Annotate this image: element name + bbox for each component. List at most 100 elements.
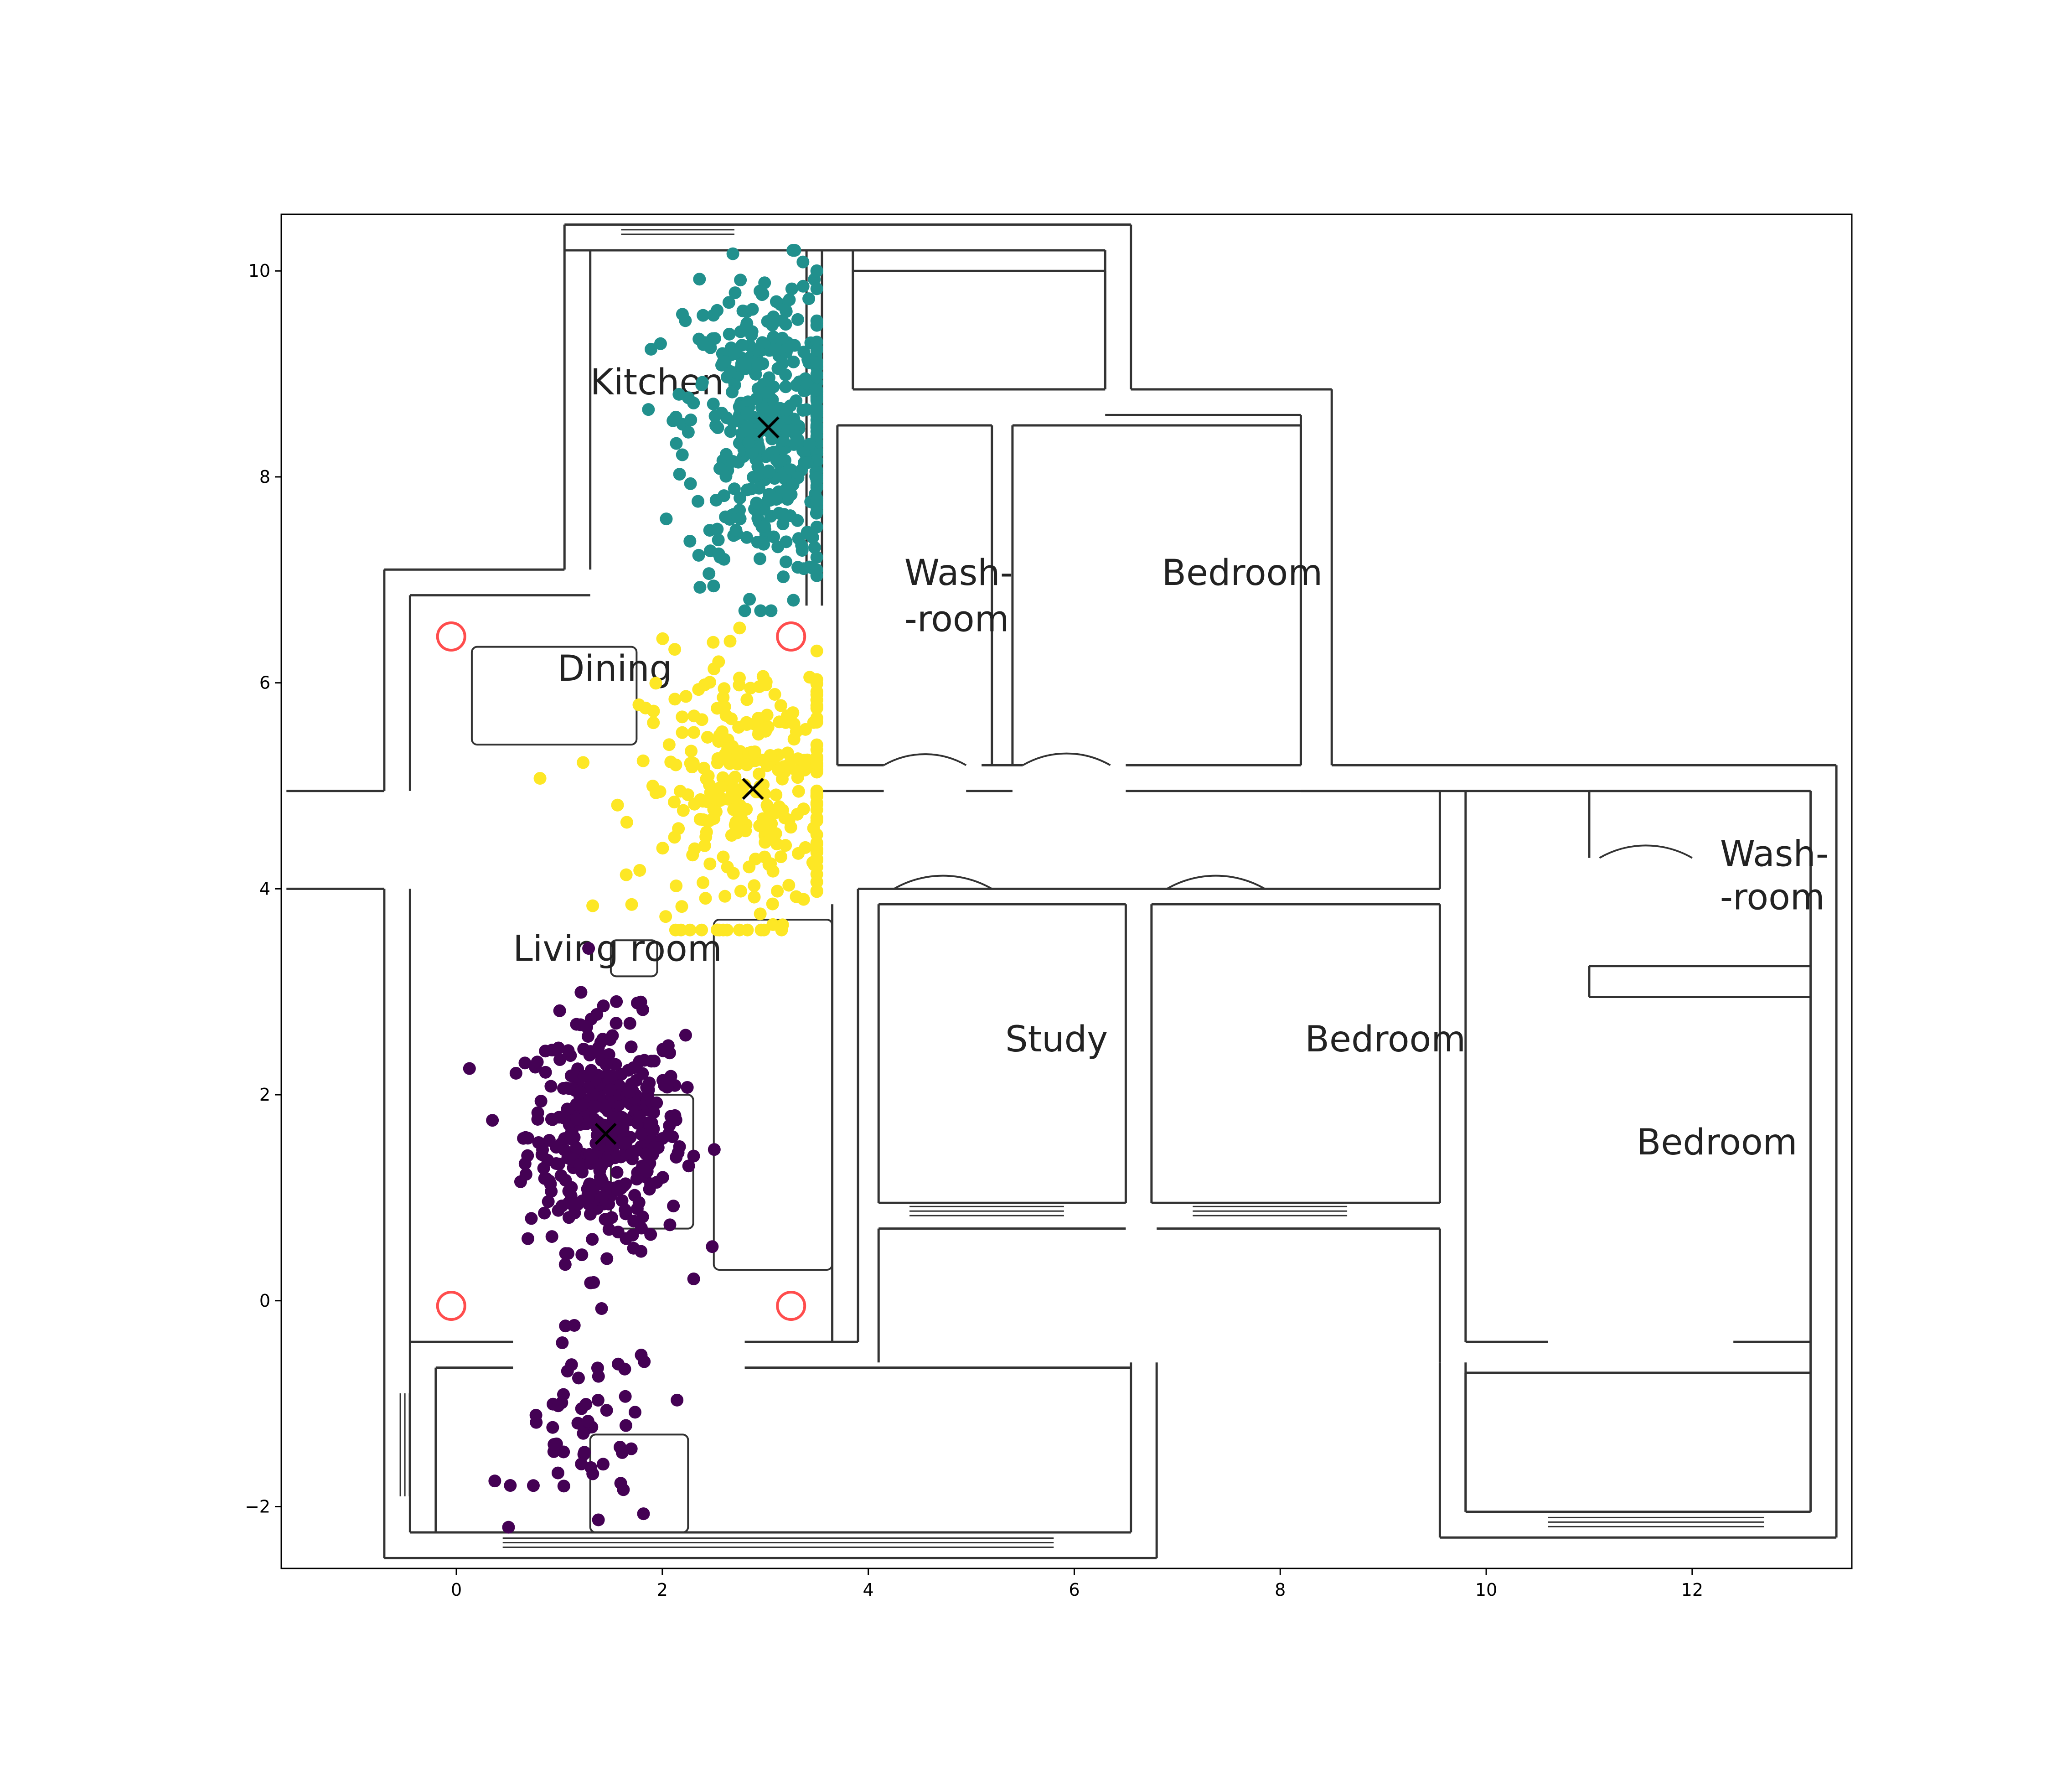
y-tick-label-1: 0 xyxy=(259,1291,270,1311)
point-s1-244 xyxy=(692,548,705,562)
point-s0-331 xyxy=(583,1177,596,1190)
point-s0-371 xyxy=(552,1158,565,1171)
point-s1-75 xyxy=(723,327,736,341)
point-s1-382 xyxy=(810,507,823,520)
point-s2-161 xyxy=(718,890,732,903)
room-label-6: Study xyxy=(1005,1019,1108,1060)
room-label-9: -room xyxy=(1720,877,1825,918)
point-s1-310 xyxy=(771,362,785,375)
door-arc-0 xyxy=(883,753,967,766)
point-s0-383 xyxy=(564,1127,578,1140)
point-s1-153 xyxy=(750,497,763,510)
point-s1-28 xyxy=(684,477,697,490)
point-s0-347 xyxy=(574,1158,587,1171)
point-s1-99 xyxy=(697,309,710,322)
point-s0-175 xyxy=(463,1062,476,1075)
point-s1-357 xyxy=(796,404,810,417)
point-s1-418 xyxy=(756,336,769,349)
point-s0-233 xyxy=(606,1029,619,1042)
point-s0-451 xyxy=(671,1393,684,1407)
room-label-8: Wash- xyxy=(1720,834,1829,875)
point-s2-278 xyxy=(741,923,754,936)
point-s0-312 xyxy=(623,1017,636,1030)
point-s0-237 xyxy=(679,1029,692,1042)
point-s0-423 xyxy=(592,1513,605,1526)
point-s0-395 xyxy=(574,1086,587,1099)
point-s2-145 xyxy=(744,682,757,695)
point-s0-53 xyxy=(518,1056,532,1070)
floor-plan xyxy=(286,223,1838,1559)
x-tick-label-2: 4 xyxy=(863,1580,874,1600)
point-s1-223 xyxy=(642,403,655,416)
point-s0-336 xyxy=(640,1081,653,1094)
point-s0-448 xyxy=(591,1361,604,1375)
point-s1-76 xyxy=(726,247,739,260)
point-s0-289 xyxy=(561,1247,574,1260)
point-s0-304 xyxy=(609,1058,622,1071)
point-s0-445 xyxy=(551,1466,564,1480)
point-s1-294 xyxy=(788,244,801,257)
point-s1-379 xyxy=(672,388,686,401)
point-s0-359 xyxy=(517,1132,530,1145)
x-tick-label-0: 0 xyxy=(451,1580,462,1600)
point-s0-401 xyxy=(585,1152,599,1165)
point-s1-129 xyxy=(779,380,792,393)
point-s0-425 xyxy=(625,1442,638,1455)
point-s0-186 xyxy=(667,1200,680,1213)
point-s2-81 xyxy=(707,636,720,649)
point-s1-296 xyxy=(770,493,783,506)
point-s2-268 xyxy=(783,757,796,771)
point-s0-103 xyxy=(554,1169,568,1182)
point-s0-244 xyxy=(486,1114,499,1127)
point-s1-380 xyxy=(791,434,805,447)
point-s1-261 xyxy=(777,570,790,584)
point-s1-420 xyxy=(796,279,810,293)
point-s1-335 xyxy=(712,533,725,547)
point-s1-123 xyxy=(770,295,783,308)
point-s2-194 xyxy=(699,830,713,843)
point-s2-247 xyxy=(810,786,823,800)
point-s2-174 xyxy=(668,693,682,706)
x-tick-label-4: 8 xyxy=(1275,1580,1286,1600)
point-s1-301 xyxy=(810,282,823,295)
point-s2-172 xyxy=(764,830,777,843)
point-s0-429 xyxy=(591,1394,605,1407)
point-s1-316 xyxy=(711,304,724,317)
point-s2-253 xyxy=(729,746,742,760)
point-s0-163 xyxy=(555,1199,568,1212)
point-s0-370 xyxy=(599,1058,613,1071)
point-s0-185 xyxy=(687,1149,700,1163)
point-s1-199 xyxy=(754,604,767,617)
point-s0-376 xyxy=(593,1138,606,1151)
y-tick-label-3: 4 xyxy=(259,879,270,899)
point-s1-331 xyxy=(693,273,706,286)
point-s0-427 xyxy=(578,1446,591,1459)
point-s2-225 xyxy=(712,655,725,668)
point-s2-215 xyxy=(729,771,742,784)
point-s2-286 xyxy=(807,822,820,835)
point-s1-248 xyxy=(660,512,673,526)
point-s0-415 xyxy=(568,1319,581,1332)
point-s2-293 xyxy=(810,875,823,889)
point-s0-393 xyxy=(645,1055,658,1068)
point-s2-296 xyxy=(810,757,823,770)
point-s2-287 xyxy=(748,879,761,892)
point-s1-324 xyxy=(810,563,823,576)
point-s2-41 xyxy=(685,745,698,758)
point-s2-156 xyxy=(679,690,692,703)
point-s0-20 xyxy=(644,1228,657,1241)
point-s0-358 xyxy=(612,1121,625,1134)
point-s2-73 xyxy=(766,897,779,911)
point-s2-292 xyxy=(760,709,774,722)
point-s1-167 xyxy=(779,318,792,331)
point-s0-299 xyxy=(636,1210,649,1223)
point-s0-435 xyxy=(557,1480,570,1493)
point-s2-214 xyxy=(723,635,737,648)
point-s0-235 xyxy=(610,1166,624,1179)
point-s0-30 xyxy=(625,1040,638,1054)
point-s2-242 xyxy=(740,758,754,771)
point-s2-166 xyxy=(774,699,787,712)
point-s0-243 xyxy=(575,1248,589,1262)
point-s0-329 xyxy=(521,1232,534,1245)
